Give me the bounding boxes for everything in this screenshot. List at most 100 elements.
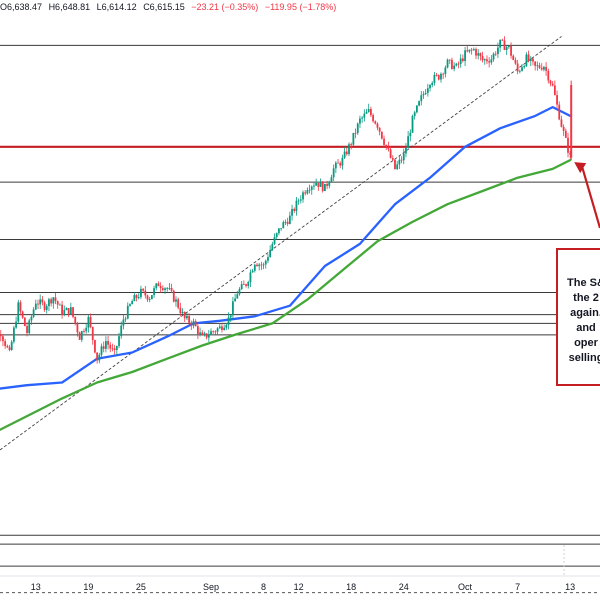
candle-body — [455, 63, 458, 66]
candle-body — [58, 304, 61, 306]
candle-body — [65, 308, 68, 311]
candle-body — [302, 192, 304, 200]
candles — [0, 36, 573, 364]
ma200-polyline — [0, 158, 572, 432]
ohlc-open: O6,638.47 — [0, 2, 43, 12]
x-tick-label: 19 — [83, 582, 94, 592]
candle-body — [337, 162, 339, 164]
candle-body — [361, 117, 364, 119]
candle-body — [63, 310, 66, 315]
candle-body — [271, 243, 274, 250]
candle-body — [440, 73, 442, 80]
candle-body — [260, 264, 263, 266]
candle-body — [304, 192, 307, 194]
ma100-line — [0, 105, 572, 390]
candle-body — [374, 121, 377, 124]
candle-body — [4, 341, 7, 347]
candle-body — [223, 327, 226, 331]
candle-body — [429, 85, 431, 89]
candle-body — [8, 347, 11, 351]
candle-body — [409, 132, 412, 137]
candle-body — [242, 284, 245, 285]
candle-body — [543, 66, 545, 70]
candle-body — [275, 233, 278, 238]
candle-body — [0, 335, 2, 337]
candle-body — [258, 264, 261, 267]
candle-body — [87, 316, 90, 328]
candle-body — [21, 311, 24, 318]
candle-body — [413, 112, 416, 117]
candle-body — [293, 208, 296, 212]
candle-body — [203, 333, 206, 336]
candle-body — [451, 59, 453, 69]
candle-body — [247, 282, 250, 286]
x-tick-label: 18 — [346, 582, 357, 592]
candle-body — [389, 149, 392, 158]
candle-body — [378, 127, 381, 132]
candle-body — [205, 333, 208, 338]
candle-body — [216, 328, 219, 332]
candle-body — [238, 289, 241, 295]
candle-body — [126, 305, 129, 319]
candle-body — [267, 257, 269, 261]
time-axis-separator — [0, 545, 600, 577]
candle-body — [159, 286, 162, 289]
candle-body — [80, 331, 83, 340]
candle-body — [107, 341, 109, 345]
candle-body — [510, 45, 512, 56]
candle-body — [499, 39, 502, 48]
candle-body — [369, 108, 372, 116]
candle-body — [345, 151, 348, 155]
candle-body — [37, 303, 39, 305]
candle-body — [553, 85, 556, 96]
candle-body — [433, 74, 436, 83]
candle-body — [394, 159, 396, 170]
candle-body — [245, 284, 247, 286]
candle-body — [466, 50, 469, 52]
ohlc-high: H6,648.81 — [48, 2, 91, 12]
candle-body — [306, 190, 309, 194]
candle-body — [486, 59, 488, 62]
candle-body — [179, 307, 182, 314]
x-tick-label: 13 — [30, 582, 41, 592]
candle-body — [470, 49, 473, 51]
candle-body — [483, 59, 486, 61]
candle-body — [422, 94, 425, 96]
candle-body — [564, 130, 567, 138]
candle-body — [83, 331, 85, 332]
candle-body — [461, 58, 464, 62]
candle-body — [435, 74, 438, 76]
candle-body — [76, 323, 79, 333]
candle-body — [286, 221, 289, 224]
candle-body — [146, 295, 149, 300]
candle-body — [227, 317, 230, 325]
candle-body — [13, 327, 15, 342]
ohlc-low: L6,614.12 — [96, 2, 137, 12]
candle-body — [129, 304, 131, 306]
candle-body — [532, 58, 534, 62]
candle-body — [562, 126, 565, 131]
candle-body — [91, 327, 94, 341]
candle-body — [383, 138, 385, 145]
candle-body — [365, 112, 368, 114]
candle-body — [166, 288, 169, 289]
candle-body — [282, 222, 285, 229]
candle-body — [288, 215, 291, 224]
candle-body — [175, 299, 177, 302]
candle-body — [240, 284, 243, 290]
ohlc-change-2: −119.95 (−1.78%) — [264, 2, 337, 12]
candle-body — [122, 319, 125, 326]
candle-body — [10, 341, 13, 351]
candle-body — [118, 336, 120, 346]
candle-body — [192, 321, 195, 326]
x-tick-label: Sep — [202, 582, 220, 592]
candle-body — [153, 288, 155, 296]
candle-body — [556, 95, 558, 105]
annotation-arrow — [574, 162, 600, 229]
candle-body — [442, 73, 445, 75]
candle-body — [168, 287, 171, 289]
annotation-box: The S& the 2 again. and oper selling — [556, 248, 600, 386]
candle-body — [39, 299, 42, 305]
ohlc-close: C6,615.15 — [143, 2, 185, 12]
